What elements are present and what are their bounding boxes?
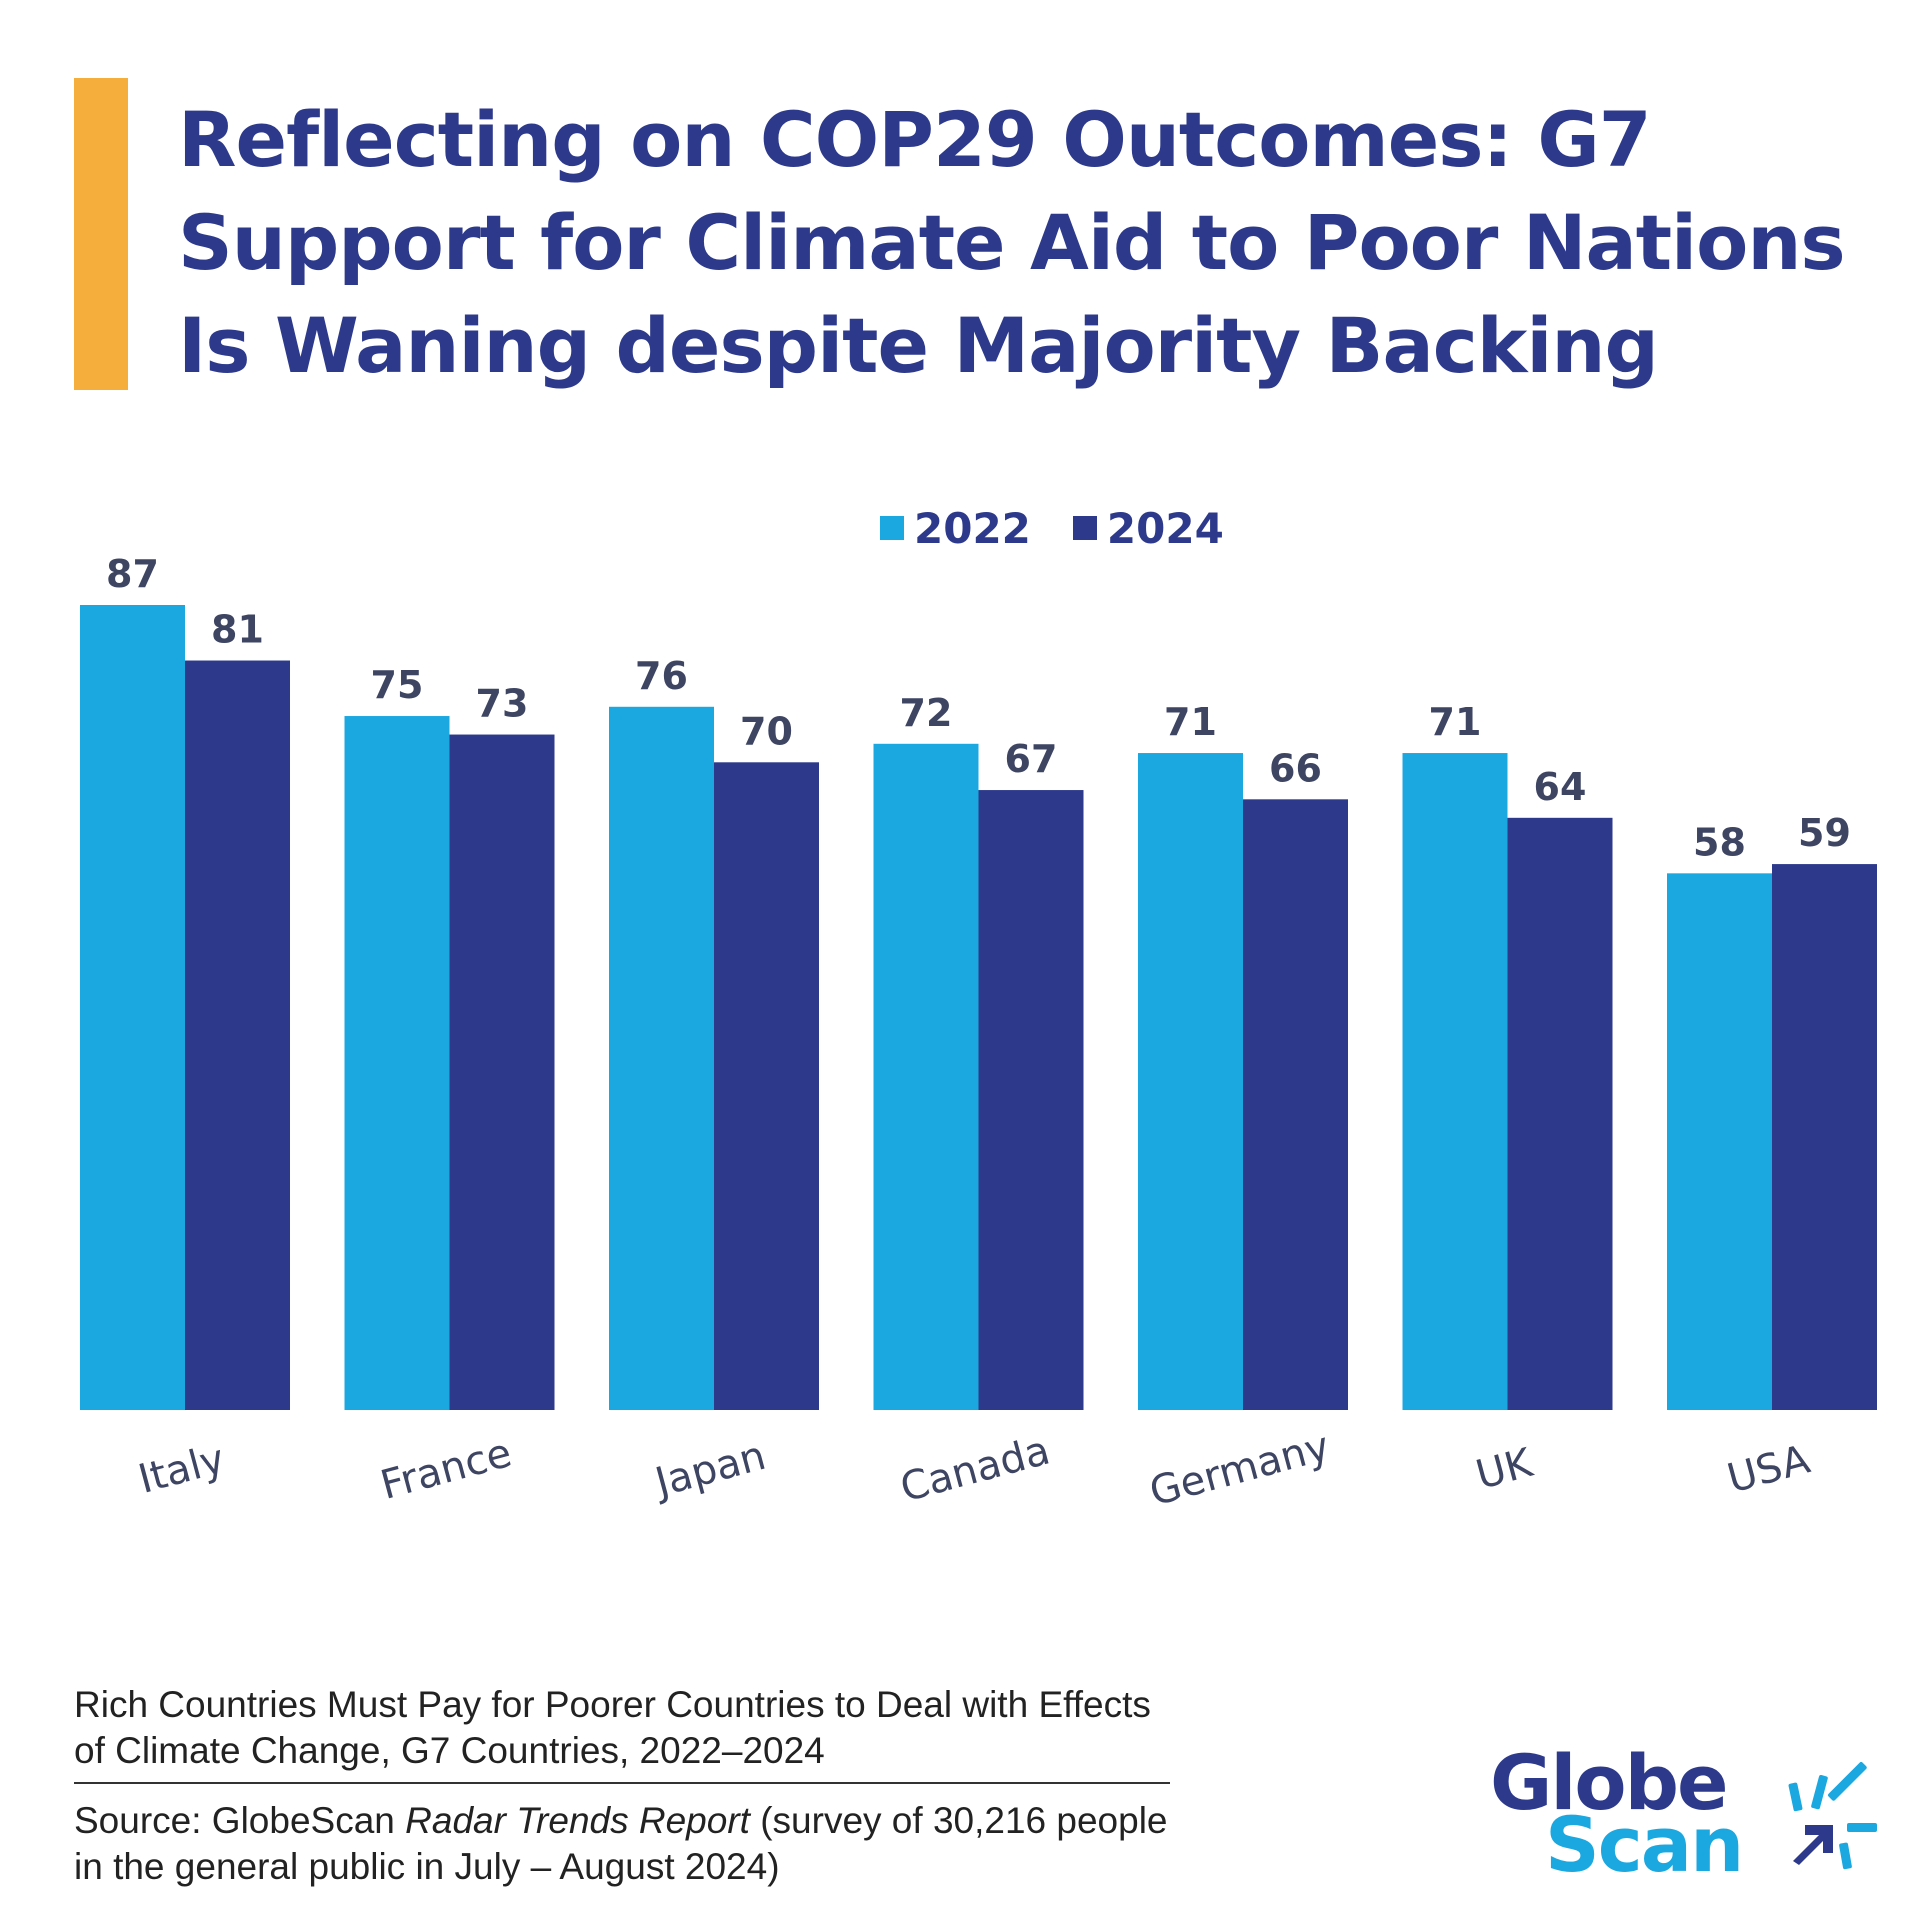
footer-divider	[74, 1782, 1170, 1784]
source-report-name: Radar Trends Report	[405, 1800, 750, 1841]
bar-france-2024	[449, 734, 555, 1410]
chart-legend: 2022 2024	[880, 498, 1224, 558]
subtitle-line-1: Rich Countries Must Pay for Poorer Count…	[74, 1684, 1151, 1725]
legend-label-2022: 2022	[914, 503, 1031, 553]
chart-subtitle: Rich Countries Must Pay for Poorer Count…	[74, 1682, 1194, 1774]
logo-word-scan: Scan	[1545, 1800, 1744, 1889]
bar-usa-2022	[1667, 873, 1772, 1410]
bar-canada-2022	[873, 743, 979, 1410]
data-label-uk-2024: 64	[1534, 765, 1587, 809]
bar-canada-2024	[978, 790, 1084, 1410]
legend-label-2024: 2024	[1106, 503, 1224, 553]
data-label-germany-2022: 71	[1164, 700, 1217, 744]
x-tick-label-france: France	[376, 1430, 516, 1509]
data-label-germany-2024: 66	[1269, 746, 1322, 790]
source-suffix: (survey of 30,216 people	[749, 1800, 1168, 1841]
data-label-italy-2024: 81	[211, 608, 264, 652]
source-line-2: in the general public in July – August 2…	[74, 1846, 780, 1887]
data-label-japan-2024: 70	[740, 709, 793, 753]
logo-wordmark: Globe Scan	[1490, 1738, 1744, 1889]
source-prefix: Source: GlobeScan	[74, 1800, 406, 1841]
x-tick-label-uk: UK	[1471, 1440, 1538, 1499]
title-line-2: Support for Climate Aid to Poor Nations	[178, 198, 1846, 287]
data-label-canada-2024: 67	[1005, 737, 1058, 781]
subtitle-line-2: of Climate Change, G7 Countries, 2022–20…	[74, 1730, 825, 1771]
data-label-uk-2022: 71	[1429, 700, 1482, 744]
data-label-usa-2022: 58	[1693, 820, 1746, 864]
bar-uk-2024	[1507, 817, 1613, 1410]
title-line-1: Reflecting on COP29 Outcomes: G7	[178, 95, 1652, 184]
globescan-logo: Globe Scan	[1490, 1738, 1890, 1892]
x-tick-label-usa: USA	[1723, 1436, 1815, 1502]
logo-word-globe: Globe	[1490, 1738, 1729, 1827]
x-tick-label-canada: Canada	[896, 1428, 1055, 1512]
bar-uk-2022	[1402, 753, 1508, 1410]
legend-item-2024: 2024	[1072, 503, 1224, 553]
bar-italy-2024	[185, 660, 290, 1410]
source-note: Source: GlobeScan Radar Trends Report (s…	[74, 1798, 1194, 1890]
bar-japan-2024	[714, 762, 819, 1410]
legend-swatch-2024	[1072, 516, 1097, 540]
page-title: Reflecting on COP29 Outcomes: G7 Support…	[178, 88, 1878, 397]
data-label-france-2022: 75	[371, 663, 424, 707]
data-label-japan-2022: 76	[635, 654, 688, 698]
bar-germany-2024	[1243, 799, 1348, 1410]
data-label-france-2024: 73	[476, 682, 529, 726]
sunburst-arrow-icon	[1788, 1762, 1877, 1870]
data-label-italy-2022: 87	[106, 552, 159, 596]
bar-italy-2022	[80, 605, 185, 1410]
x-tick-label-germany: Germany	[1145, 1423, 1335, 1515]
bar-japan-2022	[609, 706, 714, 1410]
x-tick-label-japan: Japan	[648, 1433, 771, 1507]
x-tick-label-italy: Italy	[134, 1436, 230, 1503]
bar-usa-2024	[1772, 864, 1877, 1410]
title-accent-bar	[74, 78, 128, 390]
bar-france-2022	[344, 716, 450, 1410]
data-label-usa-2024: 59	[1798, 811, 1851, 855]
bar-germany-2022	[1138, 753, 1243, 1410]
title-line-3: Is Waning despite Majority Backing	[178, 301, 1659, 390]
legend-item-2022: 2022	[880, 504, 1031, 553]
legend-swatch-2022	[880, 516, 904, 540]
bar-chart: 87 81 Italy 75 73 France 76 70 Japan 72 67 Canada 71…	[80, 552, 1877, 1515]
data-label-canada-2022: 72	[900, 691, 953, 735]
